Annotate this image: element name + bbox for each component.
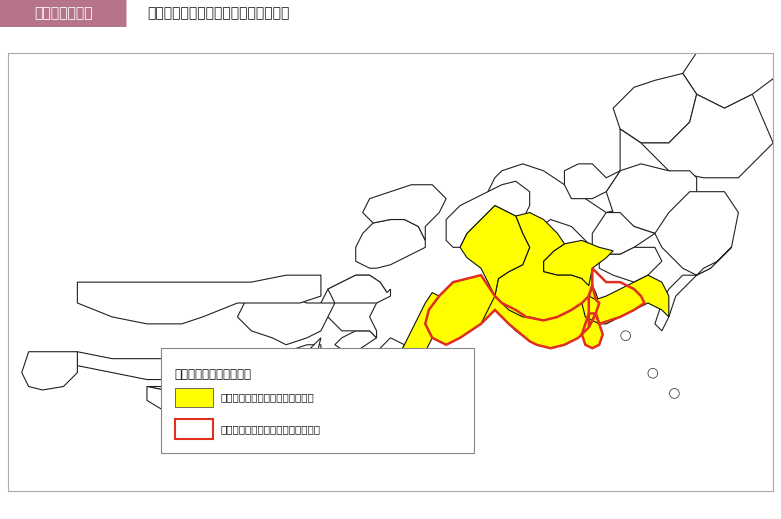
Polygon shape [683,38,780,108]
Polygon shape [606,164,697,234]
Bar [161,348,474,453]
Polygon shape [704,0,780,52]
Polygon shape [582,313,603,348]
Polygon shape [613,73,697,143]
Polygon shape [495,213,592,320]
Polygon shape [362,185,446,240]
Polygon shape [634,0,732,32]
Text: 東海地震に係る地震防災対策強化地域: 東海地震に係る地震防災対策強化地域 [147,7,289,20]
Polygon shape [655,192,738,275]
Polygon shape [321,275,387,338]
Polygon shape [655,248,732,331]
Polygon shape [328,275,390,303]
Text: 図２－３－１３: 図２－３－１３ [34,7,93,20]
Bar [175,419,213,439]
Polygon shape [620,94,773,178]
Polygon shape [488,129,669,251]
Polygon shape [582,275,669,324]
Text: ：平成２２年４月１日指定の範囲: ：平成２２年４月１日指定の範囲 [220,393,314,403]
Polygon shape [237,296,335,345]
Circle shape [648,368,658,378]
Polygon shape [22,352,77,390]
Circle shape [669,389,679,398]
Polygon shape [147,352,307,401]
Circle shape [621,331,630,340]
Text: ：昭和５４年８月７日指定時の範囲: ：昭和５４年８月７日指定時の範囲 [220,424,320,434]
Polygon shape [251,359,321,387]
Polygon shape [460,206,544,320]
Polygon shape [426,268,599,348]
Polygon shape [127,0,143,27]
Polygon shape [77,275,321,324]
Bar [175,388,213,407]
Polygon shape [599,248,662,282]
Polygon shape [77,345,321,379]
Polygon shape [446,181,530,248]
Polygon shape [314,362,398,411]
Polygon shape [426,275,495,345]
Polygon shape [383,293,439,397]
Polygon shape [355,338,405,393]
Polygon shape [127,0,141,27]
Polygon shape [565,164,620,199]
Polygon shape [147,387,307,428]
Polygon shape [335,331,376,352]
Text: 地震防災対策強化地域図: 地震防災対策強化地域図 [175,368,251,381]
Polygon shape [355,220,426,268]
Polygon shape [544,240,613,296]
Polygon shape [592,213,655,254]
Polygon shape [307,338,321,359]
Bar [0,0,127,27]
